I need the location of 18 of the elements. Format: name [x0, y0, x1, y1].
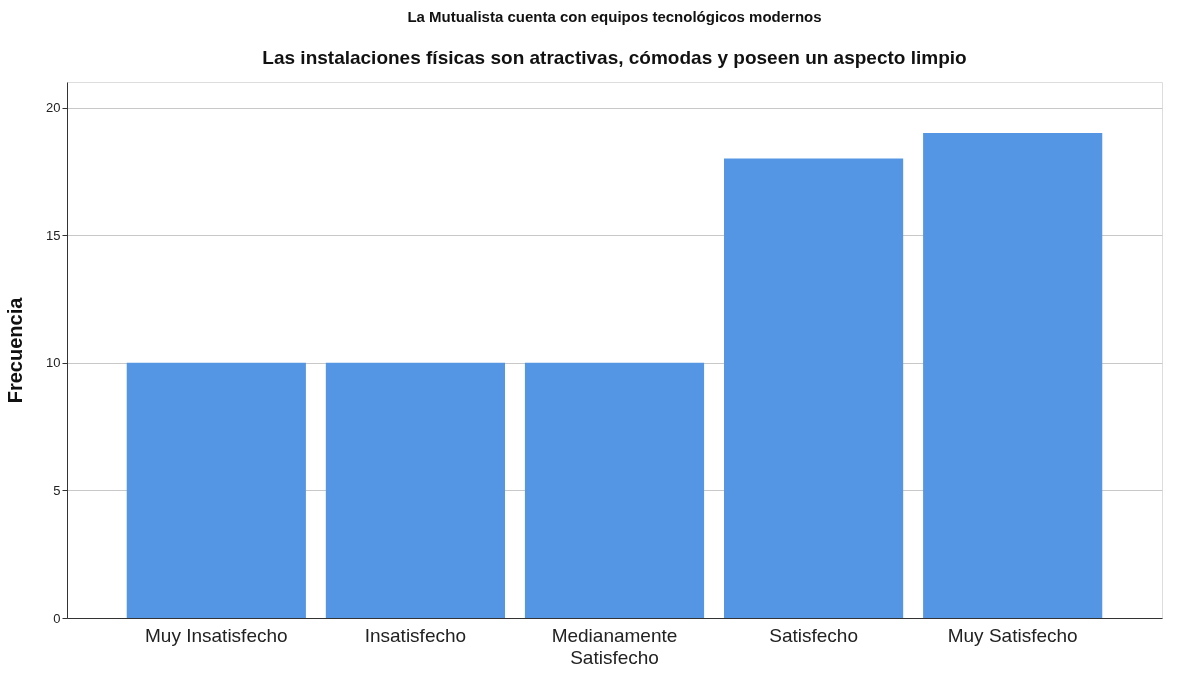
y-tick-label: 5 [53, 482, 61, 498]
x-tick-label: Satisfecho [769, 624, 858, 646]
y-tick-label: 10 [46, 355, 61, 371]
y-tick-label: 0 [53, 610, 61, 626]
bar [923, 133, 1103, 618]
y-tick-label: 20 [46, 100, 61, 116]
bar [126, 362, 306, 618]
x-tick-label: Medianamente Satisfecho [551, 624, 678, 668]
y-tick-label: 15 [46, 227, 61, 243]
bar [524, 362, 705, 618]
bar [724, 158, 904, 618]
bar [325, 362, 505, 618]
x-tick-label: Muy Satisfecho [947, 624, 1078, 646]
chart-subtitle: Las instalaciones físicas son atractivas, cómodas y poseen un aspecto limpio [262, 47, 967, 68]
y-axis-title: Frecuencia [4, 296, 27, 404]
chart-title: La Mutualista cuenta con equipos tecnológicos modernos [407, 8, 822, 25]
x-tick-label: Muy Insatisfecho [145, 624, 288, 646]
x-tick-label: Insatisfecho [364, 624, 467, 646]
